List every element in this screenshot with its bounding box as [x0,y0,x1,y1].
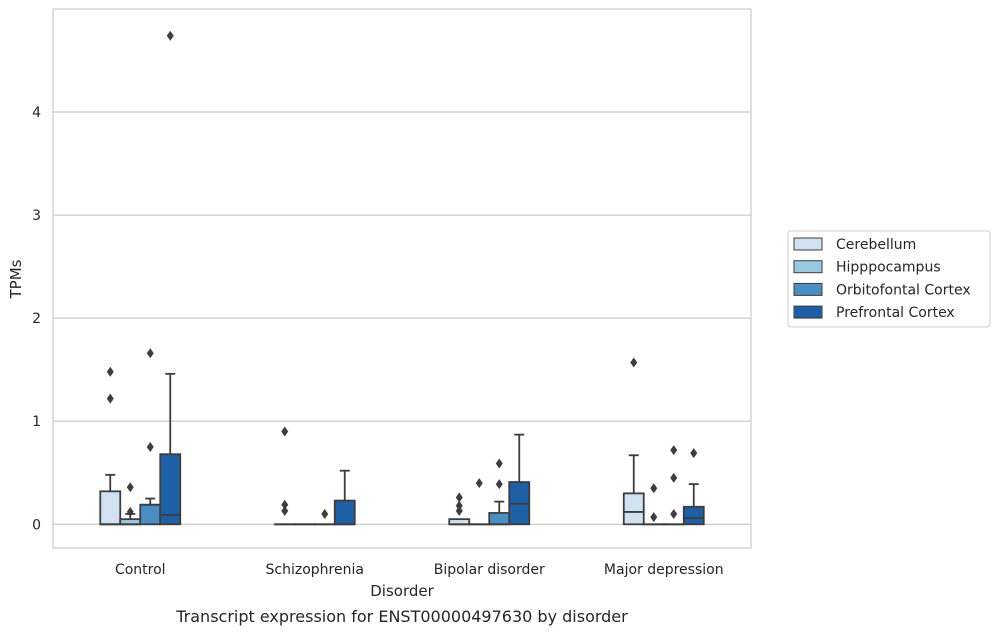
legend-swatch-cerebellum [793,237,823,251]
box-body [488,512,511,526]
y-tick-label-4: 4 [32,105,41,121]
box-group-orbitofontal-cortex-0 [139,348,162,526]
y-tick-label-2: 2 [32,311,41,327]
box-body [682,505,705,526]
box-group-cerebellum-0 [99,366,122,526]
outlier-point-0 [126,506,134,517]
box-body [139,503,162,526]
plot-area-frame [52,8,752,549]
box-body [333,499,356,526]
box-group-orbitofontal-cortex-2 [488,458,511,526]
legend-swatch-prefrontal-cortex [793,305,823,319]
y-tick-label-3: 3 [32,208,41,224]
outlier-point-1 [455,500,463,511]
y-tick-label-1: 1 [32,414,41,430]
box-group-prefrontal-cortex-2 [508,433,531,526]
outlier-point-1 [146,348,154,359]
outlier-point-0 [166,30,174,41]
chart-caption: Transcript expression for ENST0000049763… [175,607,628,626]
outlier-point-0 [630,357,638,368]
outlier-point-1 [670,472,678,483]
box-body [159,453,182,526]
x-tick-label-control: Control [115,562,166,578]
outlier-point-1 [495,458,503,469]
x-tick-label-schizophrenia: Schizophrenia [266,562,364,578]
legend-swatch-orbitofontal-cortex [793,282,823,296]
outlier-point-0 [475,478,483,489]
outlier-point-1 [281,499,289,510]
y-axis-ticks: 0 1 2 3 4 [32,105,41,533]
box-group-prefrontal-cortex-0 [159,30,182,526]
box-body [99,490,122,526]
legend-label-orbitofontal-cortex: Orbitofontal Cortex [836,282,971,298]
box-group-cerebellum-2 [448,492,471,526]
outlier-point-0 [650,512,658,523]
outlier-point-0 [495,479,503,490]
outlier-point-1 [650,483,658,494]
box-group-orbitofontal-cortex-1 [313,508,336,526]
x-tick-label-bipolar-disorder: Bipolar disorder [434,562,545,578]
box-group-prefrontal-cortex-1 [333,469,356,526]
outlier-point-0 [455,505,463,516]
outlier-point-0 [281,426,289,437]
x-tick-label-major-depression: Major depression [604,562,724,578]
y-axis-label: TPMs [7,259,25,299]
x-axis-ticks: Control Schizophrenia Bipolar disorder Majo… [115,562,724,578]
outlier-point-2 [455,492,463,503]
box-group-orbitofontal-cortex-3 [662,445,685,526]
legend: Cerebellum Hipppocampus Orbitofontal Corte… [787,230,991,328]
legend-label-hipppocampus: Hipppocampus [836,260,941,276]
x-axis-label: Disorder [370,582,434,600]
box-group-hipppocampus-0 [119,482,142,526]
box-group-prefrontal-cortex-3 [682,448,705,526]
box-group-cerebellum-3 [622,357,645,526]
legend-label-prefrontal-cortex: Prefrontal Cortex [836,305,955,321]
box-plots [99,30,705,526]
outlier-point-1 [126,482,134,493]
outlier-point-2 [281,505,289,516]
box-group-hipppocampus-3 [642,483,665,526]
grid-lines [53,111,751,525]
box-group-cerebellum-1 [273,426,296,526]
legend-items: Cerebellum Hipppocampus Orbitofontal Corte… [793,237,971,321]
legend-swatch-hipppocampus [793,260,823,274]
outlier-point-0 [146,442,154,453]
outlier-point-0 [321,508,329,519]
outlier-point-0 [690,448,698,459]
legend-frame [787,230,991,328]
outlier-point-1 [106,366,114,377]
box-group-hipppocampus-2 [468,478,491,526]
outlier-point-2 [670,445,678,456]
legend-label-cerebellum: Cerebellum [836,237,916,253]
outlier-point-0 [670,508,678,519]
box-body [622,492,645,526]
y-tick-label-0: 0 [32,517,41,533]
outlier-point-0 [106,393,114,404]
